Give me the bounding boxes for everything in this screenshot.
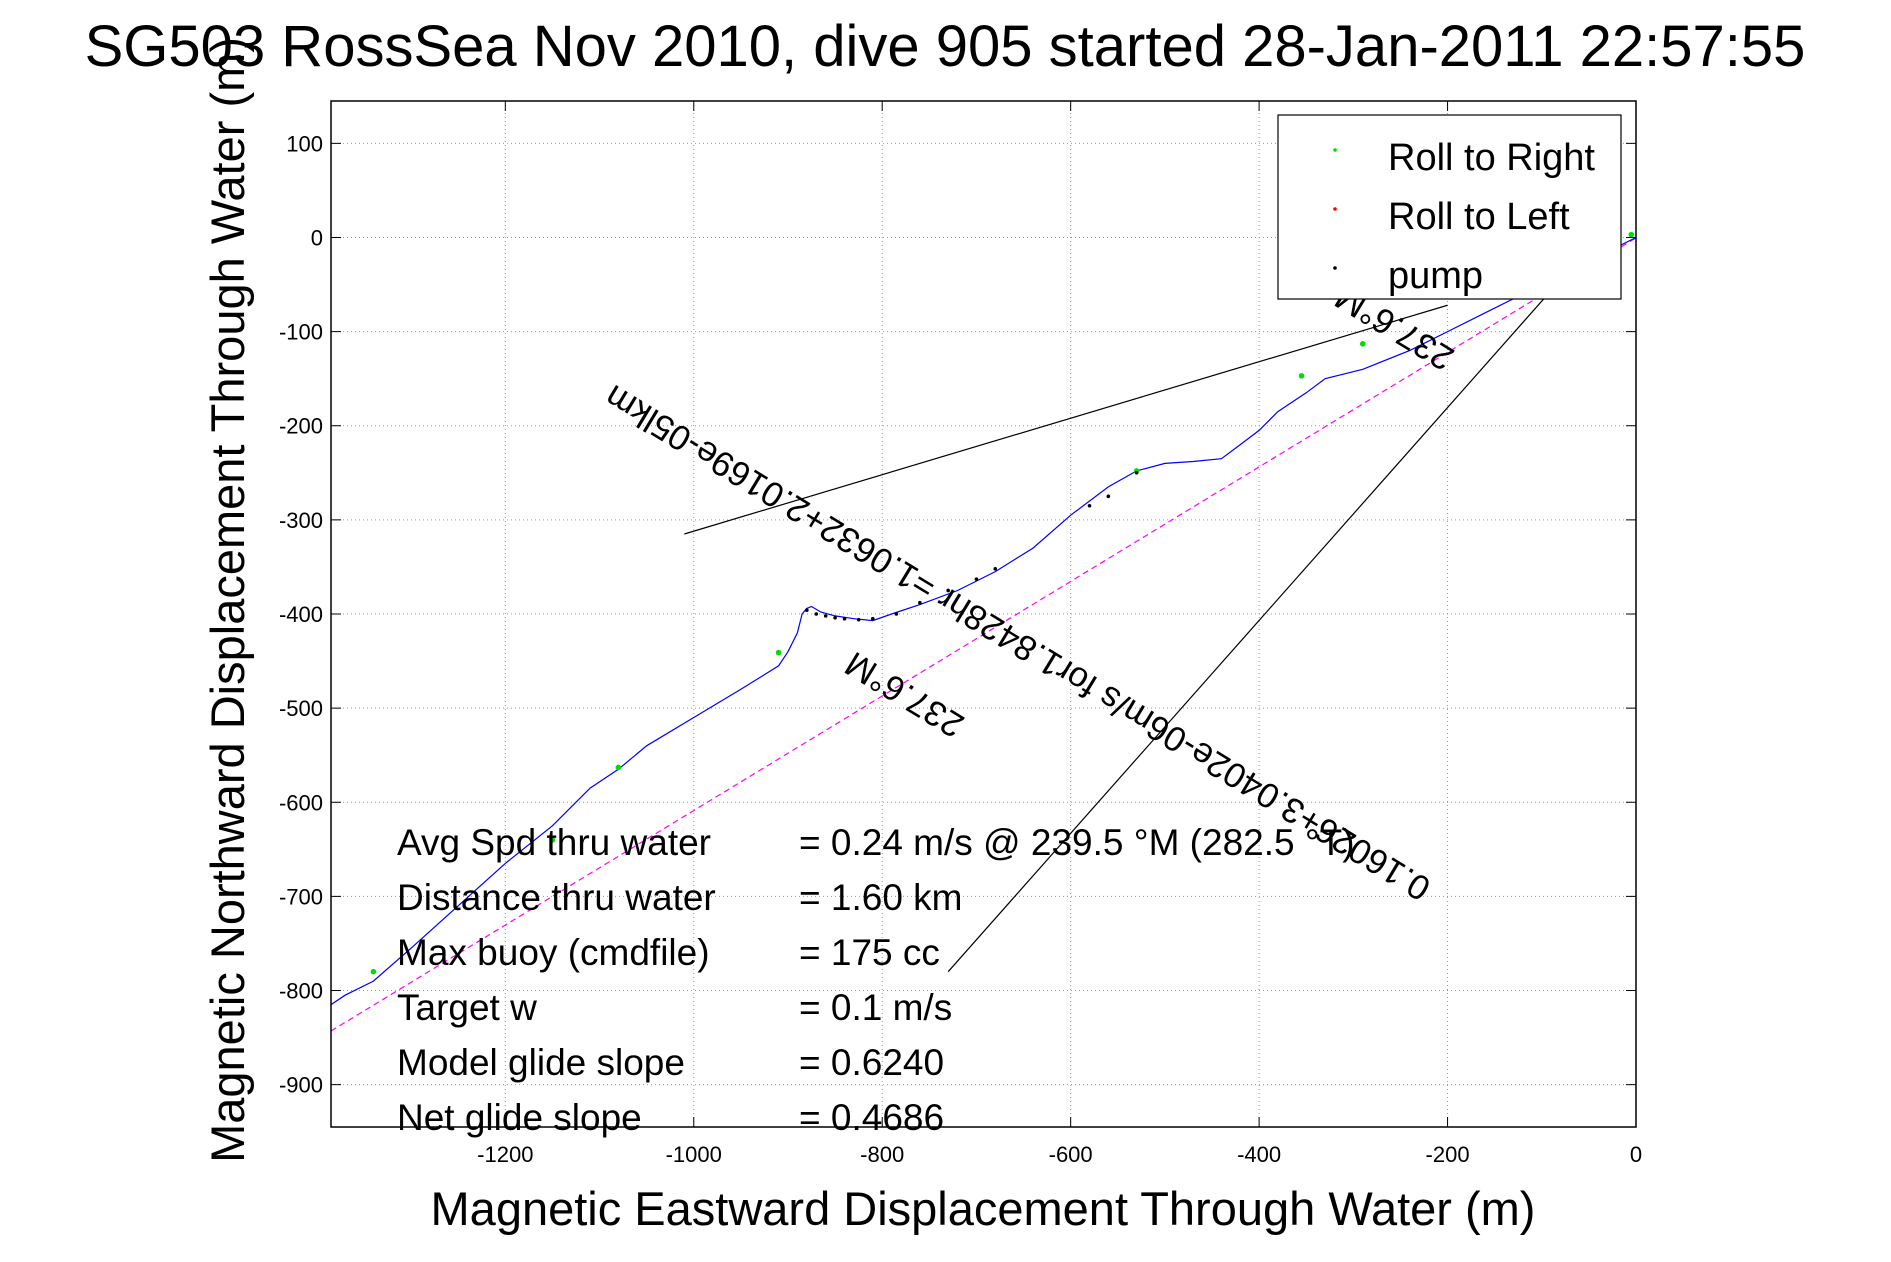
roll-right-point <box>1359 341 1366 347</box>
stat-value-avg-speed: = 0.24 m/s @ 239.5 °M (282.5 °T) <box>799 822 1355 863</box>
y-tick-label: -400 <box>279 602 323 627</box>
chart-title: SG503 RossSea Nov 2010, dive 905 started… <box>85 14 1806 79</box>
x-tick-label: -1200 <box>477 1142 533 1167</box>
y-tick-label: -500 <box>279 696 323 721</box>
pump-point <box>870 616 875 621</box>
rotated-annotation: 237.6°M <box>839 644 971 745</box>
x-tick-label: -400 <box>1237 1142 1281 1167</box>
rotated-annotations: 237.6°M0.16026+3.0402e-06m/s for1.8428hr… <box>598 277 1460 909</box>
y-tick-label: -200 <box>279 414 323 439</box>
legend-marker-pump <box>1333 266 1337 270</box>
pump-point <box>894 612 899 616</box>
stat-value-target-w: = 0.1 m/s <box>799 987 952 1028</box>
y-tick-label: -700 <box>279 884 323 909</box>
stat-label-target-w: Target w <box>397 987 537 1028</box>
y-tick-label: -800 <box>279 979 323 1004</box>
stat-value-distance: = 1.60 km <box>799 877 963 918</box>
y-tick-label: -600 <box>279 790 323 815</box>
x-tick-label: -200 <box>1426 1142 1470 1167</box>
legend-label-pump: pump <box>1388 255 1483 297</box>
y-tick-label: -900 <box>279 1073 323 1098</box>
legend: Roll to Right Roll to Left pump <box>1277 114 1622 300</box>
reference-lines <box>330 237 1636 1032</box>
roll-right-point <box>1298 373 1305 379</box>
legend-marker-roll-right <box>1333 148 1337 152</box>
stat-label-max-buoy: Max buoy (cmdfile) <box>397 932 710 973</box>
stat-label-net-glide: Net glide slope <box>397 1097 642 1138</box>
track-line <box>330 236 1637 1006</box>
pump-point <box>1106 494 1111 499</box>
pump-point <box>805 608 809 613</box>
roll-right-point <box>775 649 782 656</box>
stats-block: Avg Spd thru water = 0.24 m/s @ 239.5 °M… <box>397 822 1355 1138</box>
y-tick-label: 0 <box>311 225 323 250</box>
pump-point <box>1134 471 1139 475</box>
pump-point <box>946 588 950 593</box>
pump-point <box>823 614 828 618</box>
pump-point <box>918 600 922 605</box>
track-markers <box>370 231 1635 975</box>
roll-right-point <box>615 764 622 771</box>
reference-line <box>684 304 1448 535</box>
roll-right-point <box>1628 231 1635 238</box>
stat-value-model-glide: = 0.6240 <box>799 1042 944 1083</box>
pump-point <box>1087 503 1092 508</box>
pump-point <box>842 616 847 621</box>
stat-label-model-glide: Model glide slope <box>397 1042 685 1083</box>
x-tick-label: -1000 <box>666 1142 722 1167</box>
stat-label-avg-speed: Avg Spd thru water <box>397 822 711 863</box>
pump-point <box>993 567 998 571</box>
pump-point <box>814 612 819 616</box>
pump-point <box>833 615 837 620</box>
stat-value-max-buoy: = 175 cc <box>799 932 940 973</box>
y-tick-label: -100 <box>279 320 323 345</box>
x-axis-ticks: -1200 -1000 -800 -600 -400 -200 0 <box>477 101 1642 1167</box>
y-tick-label: -300 <box>279 508 323 533</box>
stat-label-distance: Distance thru water <box>397 877 716 918</box>
x-tick-label: -800 <box>860 1142 904 1167</box>
roll-right-point <box>549 837 556 843</box>
pump-point <box>856 617 861 622</box>
x-tick-label: 0 <box>1630 1142 1642 1167</box>
legend-label-roll-right: Roll to Right <box>1388 137 1595 179</box>
reference-line <box>947 279 1562 973</box>
y-axis-label: Magnetic Northward Displacement Through … <box>201 37 254 1163</box>
pump-point <box>974 577 979 581</box>
roll-right-point <box>370 968 377 975</box>
legend-marker-roll-left <box>1333 207 1337 211</box>
reference-line <box>330 237 1636 1032</box>
y-tick-label: 100 <box>286 131 323 156</box>
stat-value-net-glide: = 0.4686 <box>799 1097 944 1138</box>
y-axis-ticks: 100 0 -100 -200 -300 -400 -500 -600 -700 -800 -900 <box>279 131 1636 1098</box>
x-tick-label: -600 <box>1049 1142 1093 1167</box>
x-axis-label: Magnetic Eastward Displacement Through W… <box>431 1182 1536 1235</box>
legend-label-roll-left: Roll to Left <box>1388 196 1570 238</box>
